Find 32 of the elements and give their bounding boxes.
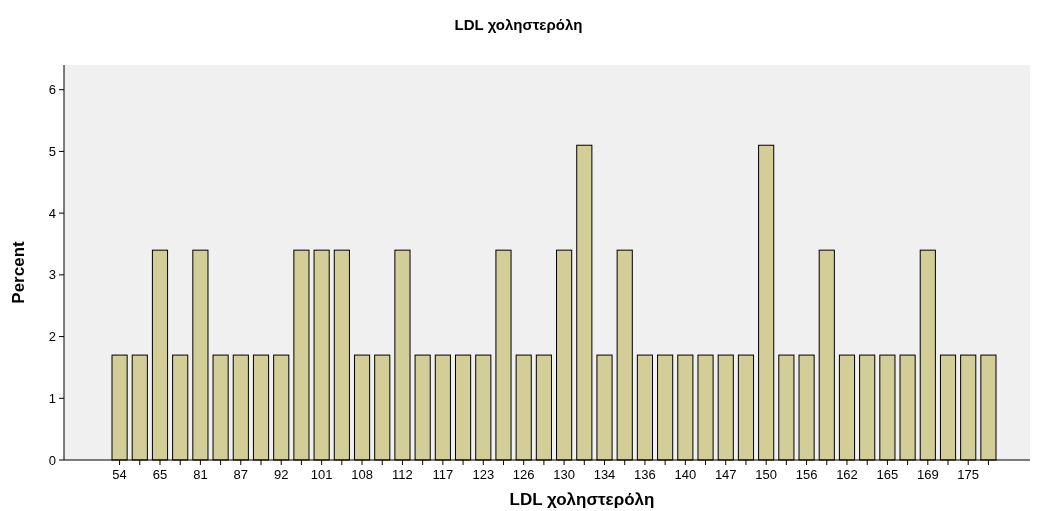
y-tick-label: 6 [48,82,56,98]
x-tick-label: 81 [193,467,208,482]
y-tick-label: 5 [48,143,56,159]
x-tick-label: 117 [432,467,454,482]
x-tick-label: 87 [233,467,249,482]
x-tick-label: 126 [512,467,535,482]
x-tick-label: 140 [674,467,697,482]
x-tick-label: 175 [957,467,980,482]
x-tick-label: 134 [593,467,616,482]
chart-title: LDL χοληστερόλη [454,16,583,33]
x-tick-label: 54 [112,467,127,482]
x-tick-label: 108 [351,467,373,482]
y-tick-label: 2 [48,329,56,345]
x-tick-label: 162 [836,467,858,482]
x-tick-label: 147 [714,467,737,482]
x-tick-label: 101 [310,467,333,482]
x-tick-label: 130 [553,467,575,482]
x-tick-label: 92 [273,467,289,482]
y-tick-label: 3 [48,267,56,283]
y-axis-title: Percent [9,240,28,304]
x-tick-label: 112 [392,467,413,482]
x-tick-label: 136 [634,467,656,482]
y-tick-label: 0 [48,452,56,468]
y-tick-label: 4 [48,205,56,221]
x-axis-title: LDL χοληστερόλη [509,490,655,509]
x-tick-label: 165 [876,467,899,482]
x-tick-label: 65 [152,467,168,482]
x-tick-label: 169 [916,467,939,482]
x-tick-label: 123 [472,467,495,482]
y-tick-label: 1 [48,390,56,406]
x-tick-label: 150 [755,467,778,482]
x-tick-label: 156 [795,467,818,482]
